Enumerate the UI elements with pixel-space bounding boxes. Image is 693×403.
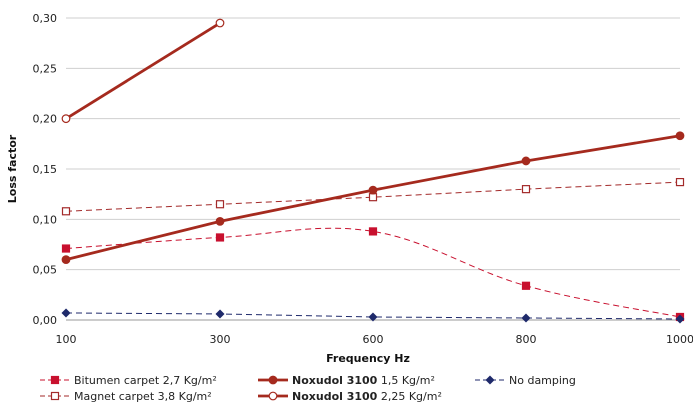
series-3 <box>62 19 224 122</box>
legend-label: No damping <box>509 374 576 387</box>
series-0 <box>63 228 684 321</box>
data-point <box>523 282 530 289</box>
series-4 <box>62 309 684 323</box>
y-tick-label: 0,30 <box>33 12 58 25</box>
legend-entry: Noxudol 3100 1,5 Kg/m² <box>258 374 435 387</box>
data-point <box>370 194 377 201</box>
y-tick-label: 0,20 <box>33 113 58 126</box>
legend-marker <box>52 393 59 400</box>
legend-entry: Magnet carpet 3,8 Kg/m² <box>40 390 212 403</box>
legend-label-text: Magnet carpet 3,8 Kg/m² <box>74 390 212 403</box>
data-point <box>522 314 530 322</box>
gridlines <box>66 18 680 320</box>
legend-label-bold: Noxudol 3100 <box>292 390 378 403</box>
legend-label: Noxudol 3100 2,25 Kg/m² <box>292 390 442 403</box>
series-line <box>66 228 680 317</box>
legend-marker <box>269 376 277 384</box>
data-point <box>63 245 70 252</box>
data-point <box>217 201 224 208</box>
data-point <box>370 228 377 235</box>
data-point <box>216 310 224 318</box>
x-tick-label: 600 <box>363 333 384 346</box>
legend-marker <box>486 376 494 384</box>
legend-entry: No damping <box>475 374 576 387</box>
y-tick-label: 0,25 <box>33 62 58 75</box>
y-tick-label: 0,10 <box>33 213 58 226</box>
data-point <box>522 157 530 165</box>
y-tick-label: 0,15 <box>33 163 58 176</box>
legend-label-text: 2,25 Kg/m² <box>377 390 442 403</box>
legend: Bitumen carpet 2,7 Kg/m² Magnet carpet 3,… <box>40 374 576 403</box>
x-axis-ticks: 100 300 600 800 1000 <box>56 333 693 346</box>
y-tick-label: 0,05 <box>33 264 58 277</box>
data-point <box>217 234 224 241</box>
legend-label-text: No damping <box>509 374 576 387</box>
legend-marker <box>269 392 277 400</box>
legend-label-text: Bitumen carpet 2,7 Kg/m² <box>74 374 217 387</box>
x-tick-label: 800 <box>516 333 537 346</box>
legend-label-bold: Noxudol 3100 <box>292 374 378 387</box>
data-point <box>676 132 684 140</box>
y-axis-title: Loss factor <box>6 134 19 203</box>
x-axis-title: Frequency Hz <box>326 352 410 365</box>
y-axis-ticks: 0,00 0,05 0,10 0,15 0,20 0,25 0,30 <box>33 12 58 327</box>
data-point <box>369 186 377 194</box>
series-1 <box>63 179 684 215</box>
x-tick-label: 100 <box>56 333 77 346</box>
data-point <box>216 218 224 226</box>
y-tick-label: 0,00 <box>33 314 58 327</box>
legend-marker <box>52 377 59 384</box>
data-point <box>523 186 530 193</box>
data-point <box>62 309 70 317</box>
data-point <box>62 256 70 264</box>
x-tick-label: 1000 <box>666 333 693 346</box>
legend-label: Bitumen carpet 2,7 Kg/m² <box>74 374 217 387</box>
data-point <box>677 179 684 186</box>
legend-entry: Noxudol 3100 2,25 Kg/m² <box>258 390 442 403</box>
data-point <box>62 115 70 123</box>
legend-label: Noxudol 3100 1,5 Kg/m² <box>292 374 435 387</box>
series-line <box>66 23 220 119</box>
legend-entry: Bitumen carpet 2,7 Kg/m² <box>40 374 217 387</box>
data-point <box>63 208 70 215</box>
legend-label-text: 1,5 Kg/m² <box>377 374 435 387</box>
legend-label: Magnet carpet 3,8 Kg/m² <box>74 390 212 403</box>
series-layer <box>62 19 684 323</box>
x-tick-label: 300 <box>210 333 231 346</box>
data-point <box>216 19 224 27</box>
